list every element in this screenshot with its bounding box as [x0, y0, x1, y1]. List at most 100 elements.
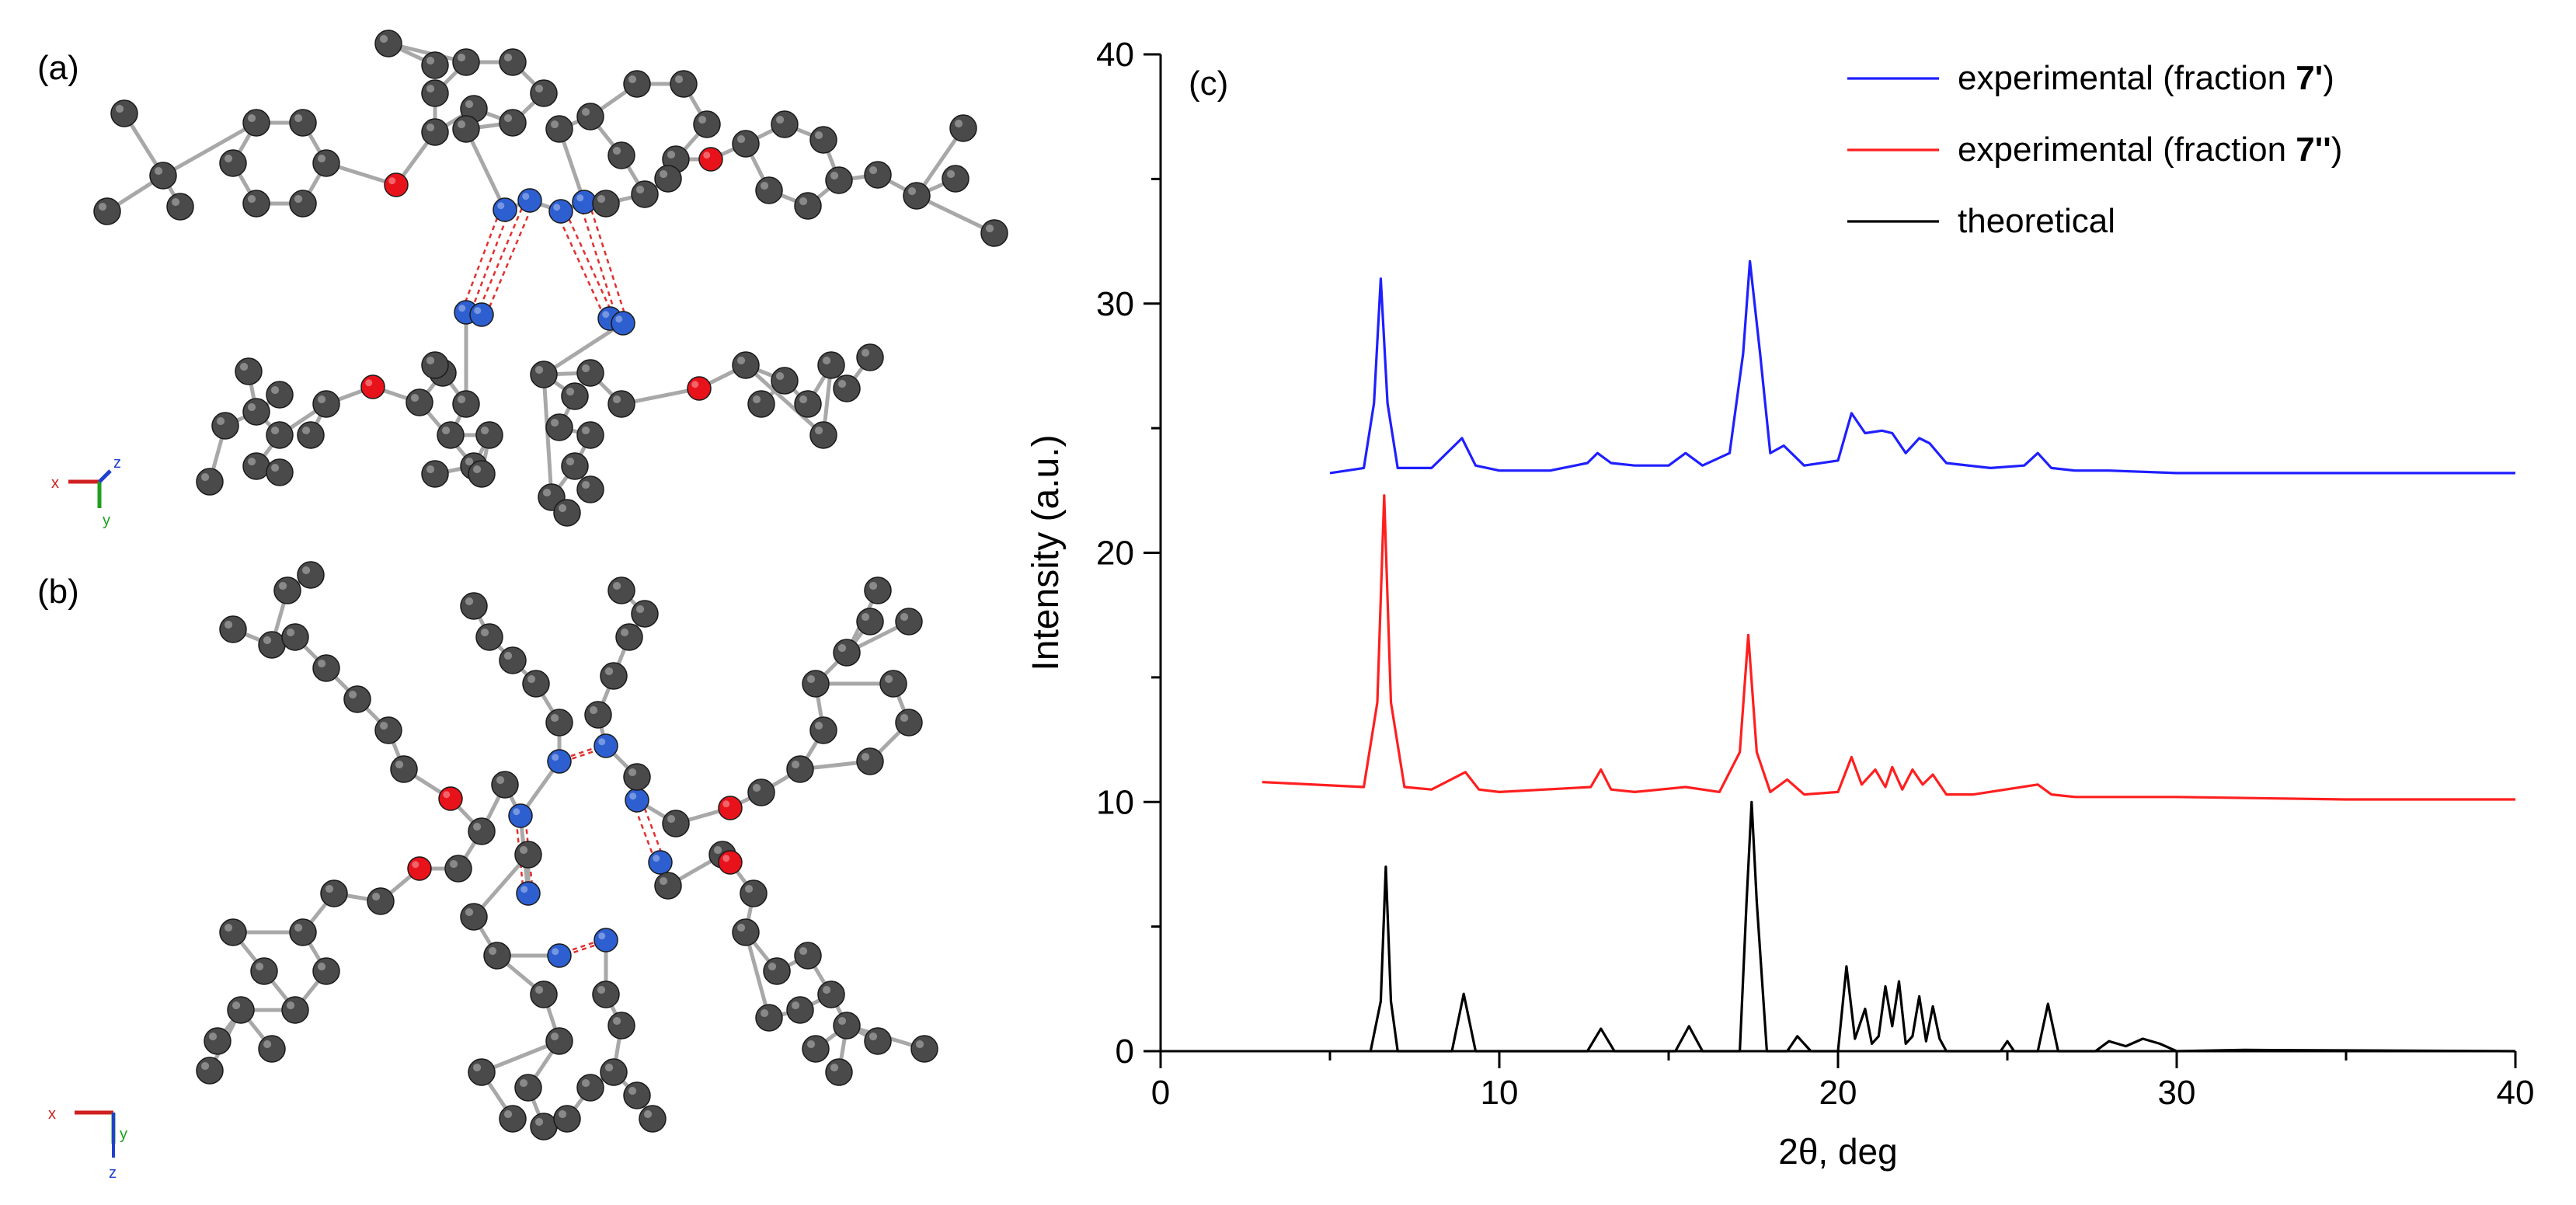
carbon-atom — [475, 421, 503, 449]
carbon-atom — [444, 855, 472, 883]
carbon-atom — [514, 1074, 542, 1102]
carbon-atom — [258, 1035, 286, 1063]
x-tick-label: 10 — [1481, 1074, 1519, 1112]
carbon-atom — [755, 176, 783, 204]
bond — [481, 1039, 560, 1074]
carbon-atom — [312, 390, 340, 418]
x-axis-title: 2θ, deg — [1778, 1131, 1897, 1172]
carbon-atom — [631, 180, 659, 208]
carbon-atom — [833, 374, 861, 402]
nitrogen-atom — [548, 199, 573, 224]
axis-triad-b-x: x — [48, 1106, 56, 1123]
carbon-atom — [491, 771, 519, 799]
carbon-atom — [499, 48, 527, 76]
y-tick-label: 20 — [1096, 535, 1134, 573]
oxygen-atom — [360, 374, 385, 399]
carbon-atom — [289, 109, 317, 137]
carbon-atom — [561, 452, 589, 480]
legend-entry: theoretical — [1847, 202, 2115, 240]
carbon-atom — [297, 421, 325, 449]
bond — [744, 364, 825, 437]
nitrogen-atom — [611, 311, 635, 336]
carbon-atom — [196, 468, 224, 496]
carbon-atom — [576, 1074, 604, 1102]
nitrogen-atom — [508, 803, 533, 828]
carbon-atom — [553, 1105, 581, 1133]
carbon-atom — [545, 709, 573, 737]
nitrogen-atom — [594, 733, 618, 758]
axis-triad-a-y: y — [103, 512, 110, 529]
hydrogen-bond — [524, 815, 534, 894]
nitrogen-atom — [547, 749, 572, 774]
carbon-atom — [545, 115, 573, 143]
bond — [162, 120, 258, 178]
carbon-atom — [499, 646, 527, 674]
carbon-atom — [809, 421, 837, 449]
carbon-atom — [732, 130, 760, 158]
carbon-atom — [693, 110, 721, 138]
carbon-atom — [514, 841, 542, 869]
nitrogen-atom — [493, 197, 517, 222]
carbon-atom — [576, 359, 604, 387]
carbon-atom — [258, 631, 286, 659]
carbon-atom — [522, 670, 550, 698]
carbon-atom — [856, 343, 884, 371]
carbon-atom — [235, 357, 263, 385]
carbon-atom — [406, 388, 433, 416]
carbon-atom — [763, 957, 791, 985]
carbon-atom — [910, 1035, 938, 1063]
oxygen-atom — [384, 172, 409, 197]
carbon-atom — [374, 30, 402, 57]
carbon-atom — [297, 561, 325, 589]
carbon-atom — [343, 685, 371, 713]
carbon-atom — [755, 1004, 783, 1032]
axis-triad-a: x y z — [51, 454, 121, 529]
carbon-atom — [320, 879, 348, 907]
carbon-atom — [576, 103, 604, 131]
axis-triad-b: x y z — [48, 1106, 127, 1182]
axis-triad-b-y: y — [120, 1126, 127, 1143]
carbon-atom — [499, 109, 527, 137]
carbon-atom — [654, 872, 682, 900]
carbon-atom — [468, 817, 496, 845]
carbon-atom — [499, 1105, 527, 1133]
y-tick-label: 40 — [1096, 36, 1134, 74]
hydrogen-bond — [469, 209, 511, 313]
carbon-atom — [312, 654, 340, 682]
carbon-atom — [802, 670, 830, 698]
carbon-atom — [219, 615, 247, 643]
carbon-atom — [374, 716, 402, 744]
carbon-atom — [545, 1027, 573, 1055]
carbon-atom — [460, 592, 488, 620]
carbon-atom — [273, 576, 301, 604]
carbon-atom — [864, 576, 892, 604]
oxygen-atom — [718, 796, 743, 820]
carbon-atom — [530, 360, 558, 388]
carbon-atom — [576, 475, 604, 503]
carbon-atom — [794, 192, 822, 220]
carbon-atom — [903, 182, 931, 210]
carbon-atom — [607, 141, 635, 169]
carbon-atom — [483, 942, 511, 970]
carbon-atom — [242, 190, 270, 218]
carbon-atom — [421, 118, 449, 146]
carbon-atom — [980, 219, 1008, 247]
carbon-atom — [266, 421, 294, 449]
carbon-atom — [289, 918, 317, 946]
panel-c: (c) 0 10 20 30 40 0 10 20 30 40 2θ, deg Intensity (… — [1025, 36, 2534, 1172]
x-tick-label: 0 — [1151, 1074, 1170, 1112]
carbon-atom — [740, 879, 768, 907]
carbon-atom — [242, 398, 270, 426]
carbon-atom — [670, 70, 698, 98]
x-tick-label: 40 — [2497, 1074, 2535, 1112]
series-line-2 — [1369, 800, 2516, 1053]
bond — [743, 932, 771, 1019]
carbon-atom — [289, 190, 317, 218]
carbon-atom — [312, 149, 340, 177]
nitrogen-atom — [648, 850, 673, 875]
legend-label: experimental (fraction 7'') — [1958, 131, 2342, 169]
carbon-atom — [771, 367, 799, 395]
carbon-atom — [242, 109, 270, 137]
legend-entry: experimental (fraction 7') — [1847, 59, 2334, 97]
carbon-atom — [452, 115, 480, 143]
